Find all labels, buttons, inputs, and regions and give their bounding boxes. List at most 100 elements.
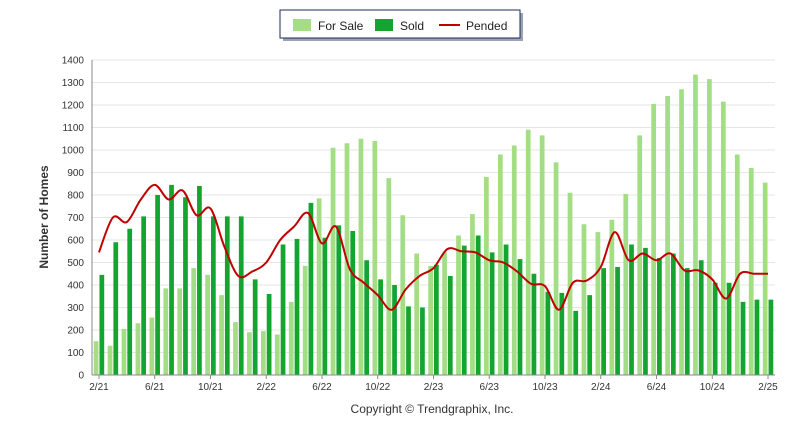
bar-sold: [754, 299, 760, 375]
bar-sold: [503, 244, 509, 375]
y-axis-ticks: 0 100 200 300 400 500 600 700 800 900 1000 1100 1200…: [62, 56, 85, 382]
bar-sold: [127, 228, 133, 375]
bar-sold: [197, 186, 202, 375]
bar-sold: [517, 259, 523, 375]
bar-for-sale: [219, 295, 224, 375]
bar-sold: [99, 274, 105, 375]
bar-sold: [601, 268, 607, 375]
bar-sold: [155, 195, 160, 375]
bar-sold: [350, 231, 356, 375]
bar-for-sale: [567, 192, 573, 375]
bar-sold: [434, 264, 439, 375]
bar-sold: [308, 202, 314, 375]
pended-line: [98, 183, 769, 311]
y-tick-label: 0: [78, 371, 84, 382]
bar-sold: [406, 306, 411, 375]
bar-sold: [712, 282, 718, 375]
legend-label-pended: Pended: [466, 19, 507, 33]
bar-for-sale: [149, 317, 155, 375]
bar-for-sale: [651, 103, 657, 375]
y-tick-label: 600: [67, 236, 84, 247]
bar-sold: [726, 282, 732, 375]
bar-for-sale: [470, 214, 475, 375]
bar-sold: [280, 244, 286, 375]
bar-sold: [531, 273, 537, 375]
bar-for-sale: [233, 322, 238, 375]
y-tick-label: 300: [67, 303, 84, 314]
bar-for-sale: [734, 154, 740, 375]
x-tick-label: 2/23: [424, 382, 444, 393]
legend-swatch-for-sale: [293, 19, 311, 31]
bar-for-sale: [553, 162, 559, 375]
bar-for-sale: [121, 328, 127, 375]
x-tick-label: 6/21: [145, 382, 165, 393]
bar-for-sale: [525, 129, 531, 375]
bar-for-sale: [205, 274, 210, 375]
bar-sold: [768, 299, 774, 375]
bar-for-sale: [330, 147, 336, 375]
bar-for-sale: [456, 235, 461, 375]
bar-for-sale: [428, 265, 433, 375]
bar-for-sale: [260, 331, 266, 375]
bar-for-sale: [539, 135, 545, 375]
x-tick-label: 2/24: [591, 382, 611, 393]
bar-sold: [266, 294, 272, 375]
bar-for-sale: [581, 224, 587, 375]
bar-for-sale: [665, 96, 670, 375]
bar-for-sale: [484, 177, 489, 375]
y-tick-label: 1300: [62, 78, 85, 89]
bar-sold: [364, 260, 370, 375]
bar-for-sale: [511, 145, 517, 375]
bar-sold: [169, 184, 174, 375]
bar-sold: [545, 291, 551, 375]
bar-for-sale: [288, 301, 294, 375]
x-tick-label: 6/22: [312, 382, 332, 393]
bar-sold: [183, 197, 188, 375]
bar-for-sale: [358, 138, 364, 375]
bar-sold: [684, 268, 690, 375]
bar-sold: [224, 216, 230, 375]
x-tick-label: 10/21: [198, 382, 223, 393]
x-tick-label: 6/24: [647, 382, 667, 393]
bar-sold: [336, 225, 342, 375]
legend-box: [279, 9, 521, 39]
bar-sold: [210, 216, 216, 375]
y-tick-label: 1000: [62, 146, 85, 157]
legend-label-for-sale: For Sale: [318, 19, 364, 33]
bar-for-sale: [414, 253, 420, 375]
y-tick-label: 500: [67, 258, 84, 269]
bar-for-sale: [135, 323, 141, 375]
bar-sold: [489, 252, 495, 375]
x-tick-label: 2/25: [758, 382, 778, 393]
bar-for-sale: [679, 89, 684, 375]
bar-for-sale: [693, 74, 698, 375]
bar-sold: [461, 245, 467, 375]
x-tick-label: 6/23: [480, 382, 500, 393]
x-axis-ticks: 2/21 6/21 10/21 2/22 6/22 10/22 2/23 6/23 10/23 2…: [89, 375, 778, 393]
bar-sold: [475, 235, 481, 375]
bar-sold: [252, 279, 258, 375]
bar-sold: [670, 253, 676, 375]
bar-for-sale: [93, 341, 99, 375]
bar-for-sale: [720, 101, 726, 375]
bar-for-sale: [748, 168, 754, 375]
bar-sold: [573, 310, 579, 375]
y-tick-label: 1100: [62, 123, 84, 134]
bar-for-sale: [623, 193, 629, 375]
bar-sold: [559, 292, 565, 375]
bar-sold: [615, 267, 620, 375]
legend: For Sale Sold Pended: [279, 9, 523, 41]
bar-sold: [587, 295, 593, 375]
bar-for-sale: [107, 345, 113, 375]
bar-for-sale: [442, 252, 447, 375]
bar-sold: [657, 258, 662, 375]
bar-for-sale: [177, 288, 183, 375]
bars: [93, 74, 774, 375]
bar-sold: [392, 285, 397, 375]
bar-sold: [113, 242, 119, 375]
pended-line-layer: [98, 183, 769, 311]
x-tick-label: 10/22: [365, 382, 390, 393]
y-tick-label: 900: [67, 168, 84, 179]
